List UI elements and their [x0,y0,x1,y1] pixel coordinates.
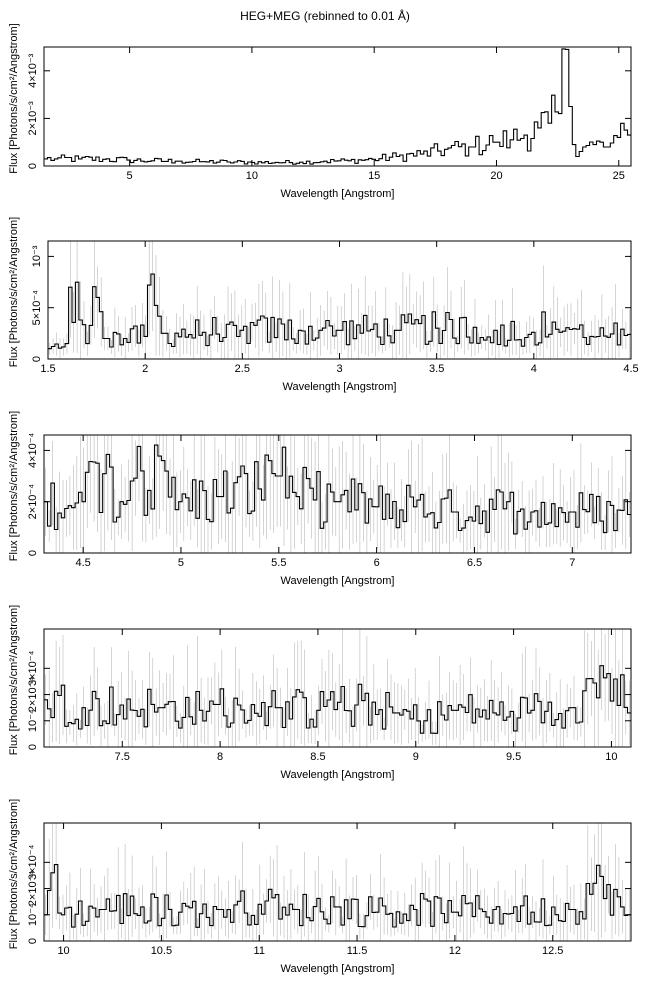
x-tick-label: 15 [368,170,380,182]
x-tick-label: 5 [178,557,184,569]
y-axis-label: Flux [Photons/s/cm²/Angstrom] [8,411,20,561]
y-tick-label: 3×10⁻⁴ [27,650,39,686]
x-tick-label: 6 [374,557,380,569]
panel-1-frame [43,46,632,167]
x-tick-label: 4.5 [75,557,90,569]
panel-2-spectrum-line [48,273,631,350]
panel-4-frame [43,628,632,748]
figure-title: HEG+MEG (rebinned to 0.01 Å) [240,9,410,23]
x-tick-label: 3 [336,363,342,375]
x-tick-label: 9.5 [506,751,521,763]
panel-4-spectrum-line [44,665,631,734]
x-tick-label: 2 [142,363,148,375]
y-axis-label: Flux [Photons/s/cm²/Angstrom] [8,217,20,367]
x-tick-label: 10 [246,170,258,182]
y-tick-label: 2×10⁻⁴ [27,484,39,520]
x-axis-label: Wavelength [Angstrom] [281,188,395,200]
x-tick-label: 8.5 [310,751,325,763]
y-tick-label: 4×10⁻³ [27,53,39,88]
x-tick-label: 5.5 [271,557,286,569]
x-tick-label: 7 [569,557,575,569]
y-tick-label: 5×10⁻⁴ [31,290,43,326]
panel-5-error-bars [45,823,630,941]
panel-2-error-bars [49,241,630,359]
x-tick-label: 2.5 [235,363,250,375]
x-tick-label: 5 [127,170,133,182]
panel-3-error-bars [45,435,630,553]
x-tick-label: 25 [613,170,625,182]
panel-5-spectrum-line [44,864,631,928]
x-tick-label: 11.5 [347,945,368,957]
y-tick-label: 4×10⁻⁴ [27,432,39,468]
x-tick-label: 1.5 [40,363,55,375]
y-tick-label: 0 [27,744,39,750]
x-tick-label: 4 [531,363,537,375]
y-tick-label: 0 [27,938,39,944]
x-axis-label: Wavelength [Angstrom] [281,769,395,781]
y-tick-label: 10⁻⁴ [27,709,39,732]
y-tick-label: 2×10⁻³ [27,101,39,136]
y-tick-label: 3×10⁻⁴ [27,844,39,880]
x-tick-label: 4.5 [623,363,638,375]
x-tick-label: 7.5 [115,751,130,763]
x-tick-label: 12.5 [542,945,563,957]
x-axis-label: Wavelength [Angstrom] [281,963,395,975]
panel-4-error-bars [45,629,630,747]
panel-1-spectrum-line [44,48,631,165]
y-tick-label: 0 [31,356,43,362]
y-tick-label: 10⁻⁴ [27,903,39,926]
x-tick-label: 9 [413,751,419,763]
panel-3-frame [43,434,632,554]
y-tick-label: 0 [27,550,39,556]
panel-5-frame [43,822,632,942]
y-axis-label: Flux [Photons/s/cm²/Angstrom] [8,23,20,173]
x-axis-label: Wavelength [Angstrom] [283,381,397,393]
x-tick-label: 12 [449,945,461,957]
y-tick-label: 10⁻³ [31,245,43,267]
x-tick-label: 3.5 [429,363,444,375]
panel-3-spectrum-line [44,444,631,535]
x-tick-label: 20 [490,170,502,182]
x-tick-label: 10 [605,751,617,763]
x-tick-label: 6.5 [467,557,482,569]
y-tick-label: 0 [27,163,39,169]
x-tick-label: 11 [254,945,265,957]
y-tick-label: 2×10⁻⁴ [27,677,39,713]
x-tick-label: 10.5 [151,945,172,957]
y-axis-label: Flux [Photons/s/cm²/Angstrom] [8,605,20,755]
y-axis-label: Flux [Photons/s/cm²/Angstrom] [8,799,20,949]
x-tick-label: 10 [57,945,69,957]
x-axis-label: Wavelength [Angstrom] [281,575,395,587]
y-tick-label: 2×10⁻⁴ [27,871,39,907]
x-tick-label: 8 [217,751,223,763]
